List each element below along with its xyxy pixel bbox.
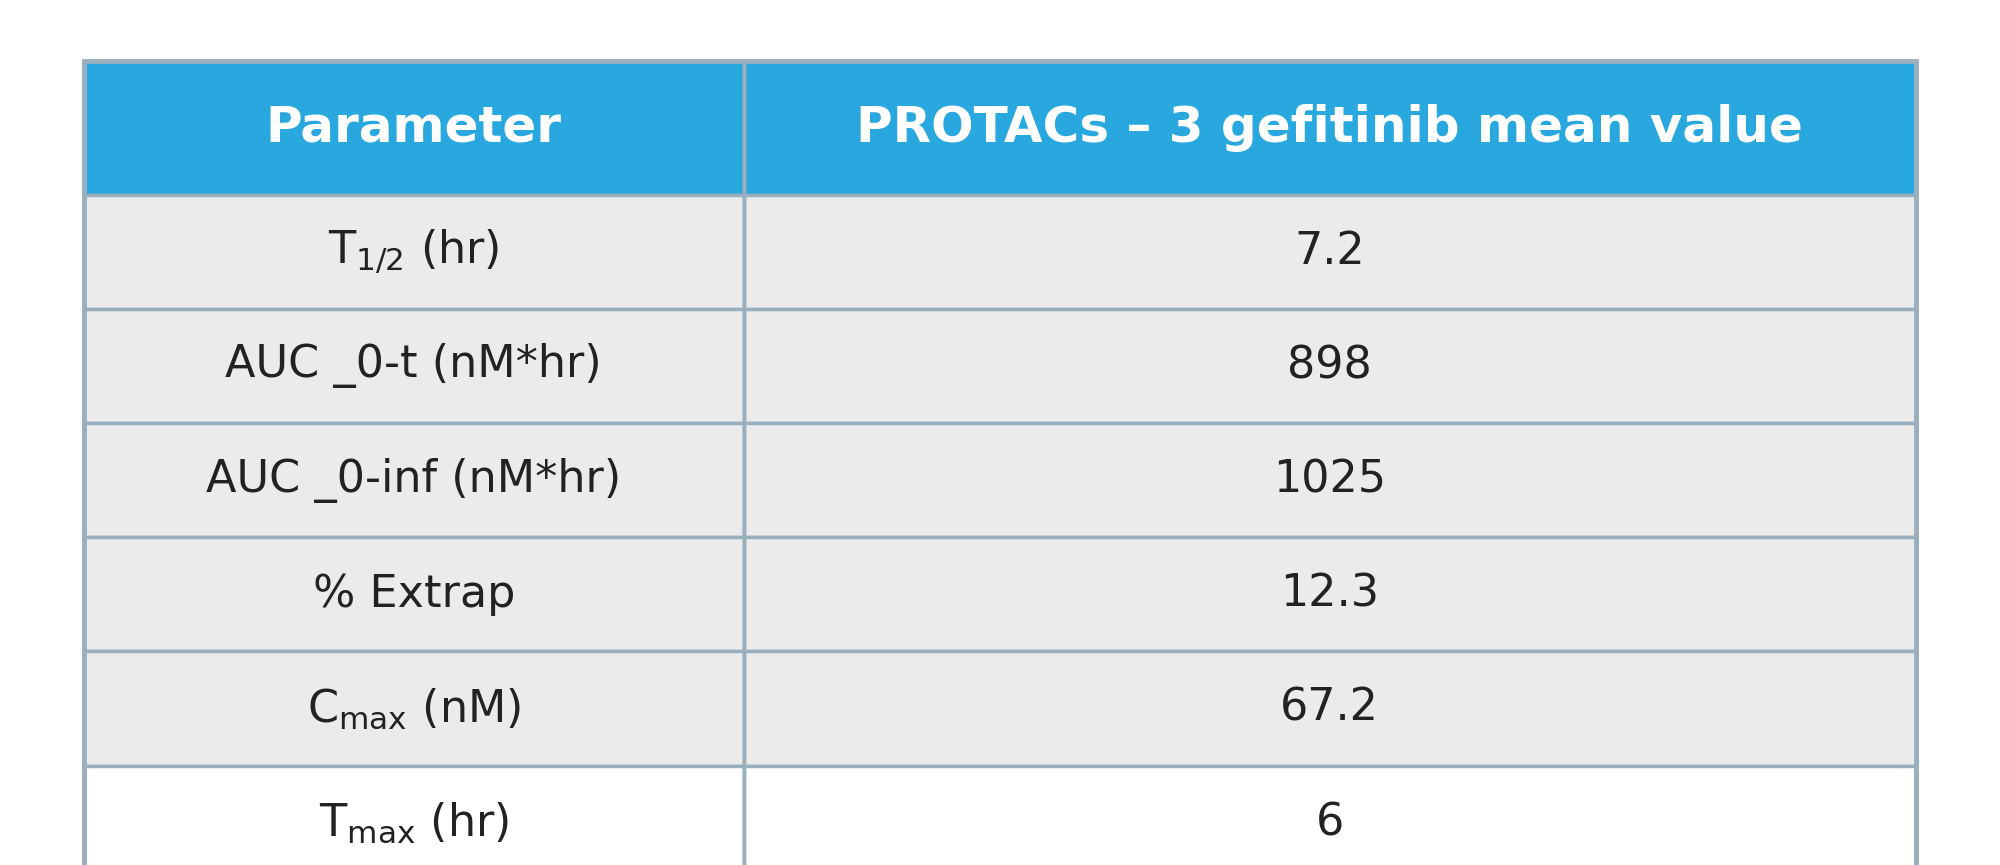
Text: 1025: 1025 — [1274, 458, 1386, 502]
Text: % Extrap: % Extrap — [312, 573, 514, 616]
Bar — [84, 423, 744, 537]
Text: 12.3: 12.3 — [1280, 573, 1380, 616]
Text: $\mathregular{C_{max}}$ (nM): $\mathregular{C_{max}}$ (nM) — [306, 686, 520, 731]
Text: $\mathregular{T_{1/2}}$ (hr): $\mathregular{T_{1/2}}$ (hr) — [328, 227, 500, 276]
Text: 7.2: 7.2 — [1294, 230, 1366, 273]
Bar — [84, 651, 744, 766]
Bar — [84, 766, 744, 865]
Bar — [744, 423, 1916, 537]
Bar — [744, 309, 1916, 423]
Bar — [84, 61, 744, 195]
Bar — [744, 61, 1916, 195]
Text: AUC _0-inf (nM*hr): AUC _0-inf (nM*hr) — [206, 458, 622, 503]
Bar — [744, 766, 1916, 865]
Bar — [744, 651, 1916, 766]
Bar — [744, 195, 1916, 309]
Text: PROTACs – 3 gefitinib mean value: PROTACs – 3 gefitinib mean value — [856, 104, 1804, 151]
Text: 898: 898 — [1288, 344, 1372, 388]
Bar — [84, 537, 744, 651]
Text: 6: 6 — [1316, 801, 1344, 844]
Text: AUC _0-t (nM*hr): AUC _0-t (nM*hr) — [226, 343, 602, 388]
Bar — [84, 309, 744, 423]
Bar — [84, 195, 744, 309]
Text: Parameter: Parameter — [266, 104, 562, 151]
Text: 67.2: 67.2 — [1280, 687, 1380, 730]
Text: $\mathregular{T_{max}}$ (hr): $\mathregular{T_{max}}$ (hr) — [318, 800, 508, 845]
Bar — [744, 537, 1916, 651]
